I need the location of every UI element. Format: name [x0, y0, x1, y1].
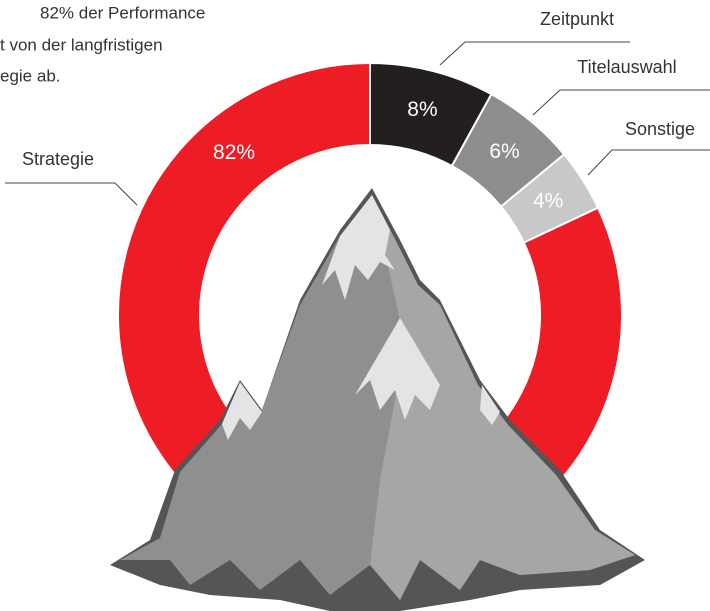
callout-line: [5, 183, 137, 205]
annotation: egie ab.: [0, 66, 61, 85]
category-label: Sonstige: [625, 119, 695, 139]
annotation: t von der langfristigen: [0, 35, 163, 54]
callout-line: [533, 90, 710, 115]
value-label: 6%: [489, 140, 519, 163]
annotation: 82% der Performance: [40, 3, 205, 22]
chart: 82% der Performance t von der langfristig…: [0, 0, 710, 611]
category-label: Strategie: [22, 149, 94, 169]
category-label: Titelauswahl: [577, 57, 676, 77]
value-label: 4%: [533, 189, 563, 212]
page: {"chart_data": {"type": "donut", "annota…: [0, 0, 710, 611]
value-label: 82%: [213, 141, 255, 164]
value-label: 8%: [407, 98, 437, 121]
category-label: Zeitpunkt: [540, 9, 614, 29]
callout-line: [588, 150, 710, 175]
